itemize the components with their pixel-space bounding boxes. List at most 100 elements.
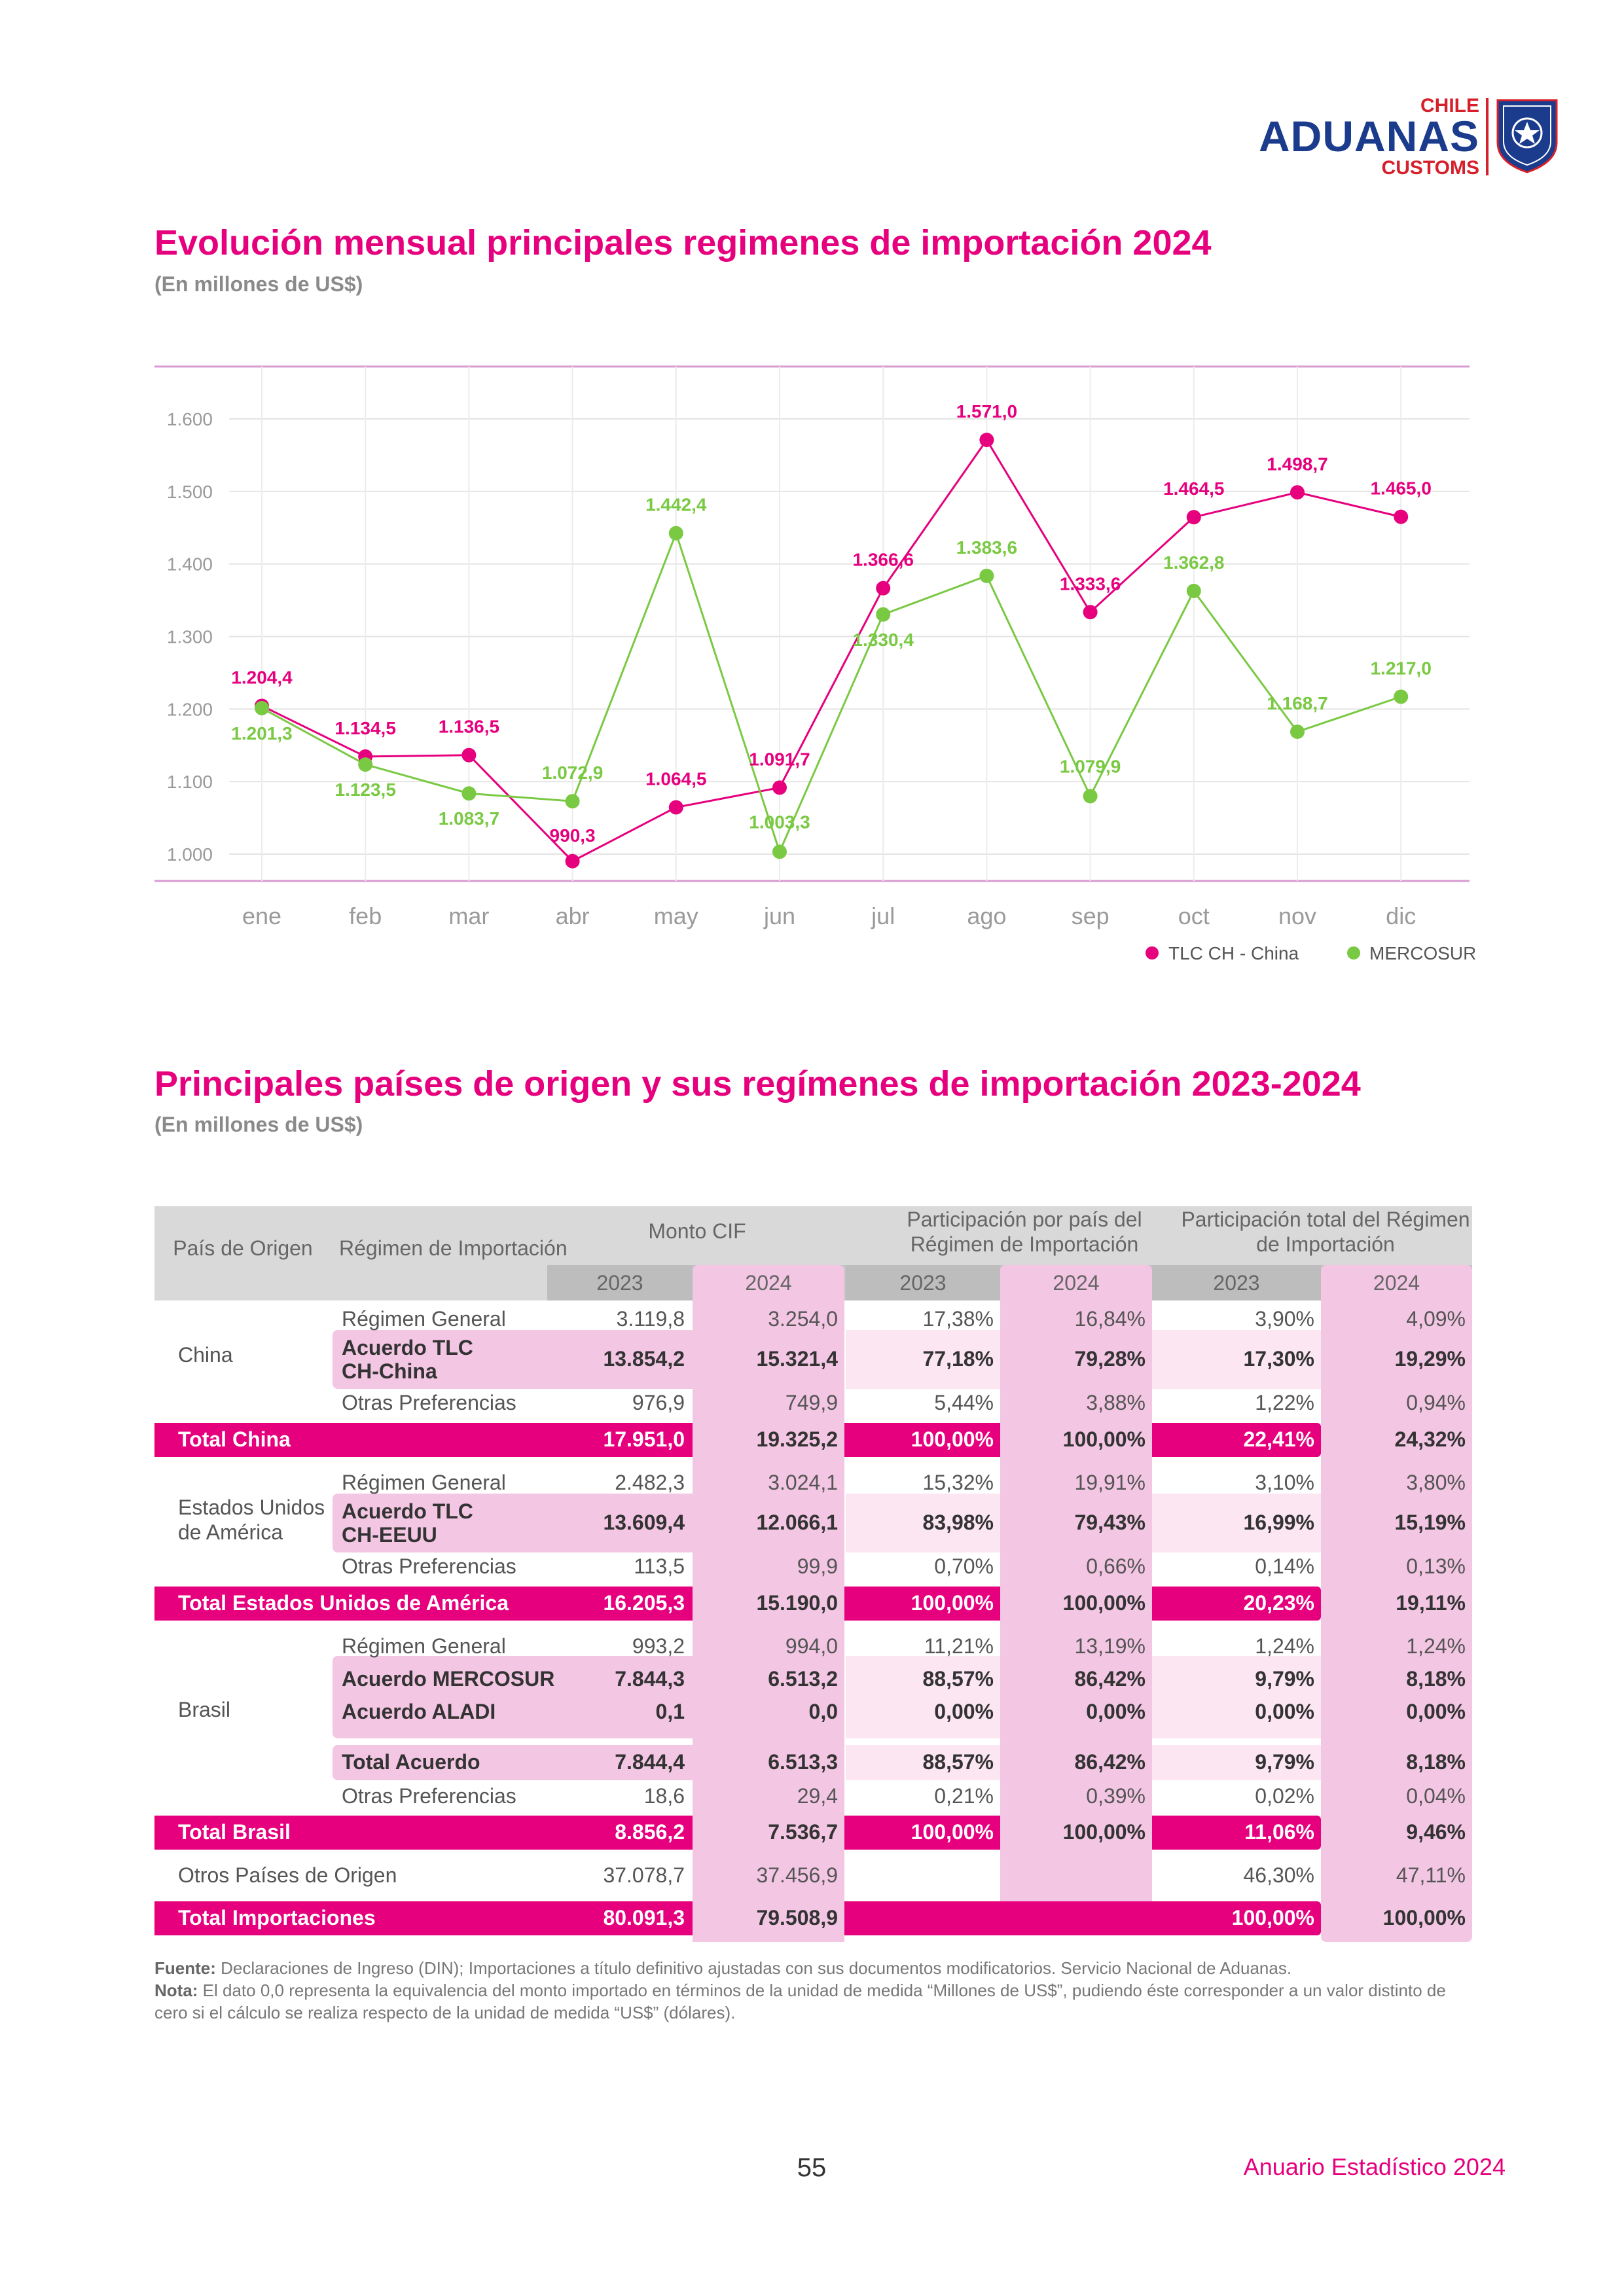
table-cell: 100,00% xyxy=(911,1591,994,1615)
table-cell: 79,43% xyxy=(1074,1511,1146,1534)
mercosur-data-label: 1.083,7 xyxy=(439,808,499,829)
table-cell: 3,90% xyxy=(1255,1307,1314,1331)
table-cell: 17,38% xyxy=(922,1307,994,1331)
header-regimen: Régimen de Importación xyxy=(339,1236,568,1260)
table-cell: 83,98% xyxy=(922,1511,994,1534)
table-cell: 0,39% xyxy=(1086,1784,1146,1808)
note-nota: Nota: El dato 0,0 representa la equivale… xyxy=(154,1981,1446,2022)
x-tick-label: feb xyxy=(349,903,382,929)
mercosur-data-label: 1.201,3 xyxy=(231,723,292,744)
tlc-china-point xyxy=(565,853,580,869)
table-cell: 7.536,7 xyxy=(768,1820,838,1844)
table-cell: 11,06% xyxy=(1244,1820,1314,1844)
table-cell: 3,10% xyxy=(1255,1471,1314,1494)
table-cell: 16.205,3 xyxy=(603,1591,685,1615)
x-tick-label: ago xyxy=(967,903,1006,929)
table-cell: 113,5 xyxy=(634,1554,685,1578)
table-cell: 993,2 xyxy=(632,1634,685,1658)
table-cell: 8,18% xyxy=(1406,1667,1466,1691)
table-cell: 16,99% xyxy=(1243,1511,1314,1534)
header-2024-part-total: 2024 xyxy=(1373,1271,1420,1295)
tlc-china-data-label: 1.498,7 xyxy=(1267,454,1327,474)
total-row-label: Total China xyxy=(178,1427,291,1451)
legend-label-mercosur: MERCOSUR xyxy=(1369,943,1476,963)
regimen-label: Otros Países de Origen xyxy=(178,1863,397,1887)
table-cell: 0,00% xyxy=(1255,1700,1314,1723)
mercosur-data-label: 1.079,9 xyxy=(1060,756,1121,776)
chart-subtitle: (En millones de US$) xyxy=(154,272,363,296)
tlc-china-data-label: 1.465,0 xyxy=(1370,478,1431,499)
table-cell: 8,18% xyxy=(1406,1750,1466,1774)
logo-chile-text: CHILE xyxy=(1420,95,1479,117)
mercosur-data-label: 1.442,4 xyxy=(645,495,707,515)
table-cell: 9,46% xyxy=(1406,1820,1466,1844)
mercosur-point xyxy=(255,700,269,715)
table-title: Principales países de origen y sus regím… xyxy=(154,1064,1361,1103)
table-cell: 3.254,0 xyxy=(768,1307,838,1331)
table-cell: 6.513,3 xyxy=(768,1750,838,1774)
regimen-label: Régimen General xyxy=(342,1471,506,1494)
line-chart: 1.000 1.100 1.200 1.300 1.400 1.500 1.600 ene f… xyxy=(154,365,1476,963)
table-cell: 37.456,9 xyxy=(756,1863,838,1887)
table-cell: 19,91% xyxy=(1074,1471,1146,1494)
header-2023-part-total: 2023 xyxy=(1213,1271,1260,1295)
table-cell: 16,84% xyxy=(1074,1307,1146,1331)
table-cell: 0,13% xyxy=(1406,1554,1466,1578)
table-cell: 749,9 xyxy=(785,1391,838,1414)
header-pais: País de Origen xyxy=(173,1236,313,1260)
mercosur-point xyxy=(876,607,891,622)
highlight-total-acuerdo xyxy=(333,1745,693,1780)
y-tick-label: 1.200 xyxy=(167,699,213,719)
regimen-label: Acuerdo TLC CH-EEUU xyxy=(342,1499,473,1547)
table-cell: 80.091,3 xyxy=(603,1906,685,1929)
table-cell: 17,30% xyxy=(1243,1347,1314,1371)
table-cell: 100,00% xyxy=(1062,1427,1146,1451)
table-cell: 100,00% xyxy=(1382,1906,1466,1929)
table-cell: 100,00% xyxy=(1062,1820,1146,1844)
table-cell: 22,41% xyxy=(1243,1427,1314,1451)
publication-title: Anuario Estadístico 2024 xyxy=(1243,2153,1506,2180)
mercosur-point xyxy=(979,568,994,583)
table-cell: 0,70% xyxy=(934,1554,994,1578)
y-tick-label: 1.500 xyxy=(167,482,213,502)
regimen-label: Otras Preferencias xyxy=(342,1784,516,1808)
y-tick-label: 1.100 xyxy=(167,772,213,792)
tlc-china-point xyxy=(772,780,787,795)
tlc-china-point xyxy=(1394,509,1409,524)
tlc-china-data-label: 1.204,4 xyxy=(231,667,293,687)
tlc-china-point xyxy=(1290,485,1305,500)
table-cell: 88,57% xyxy=(922,1667,994,1691)
table-cell: 13.854,2 xyxy=(603,1347,685,1371)
table-cell: 46,30% xyxy=(1243,1863,1314,1887)
mercosur-data-label: 1.362,8 xyxy=(1163,552,1224,573)
regimen-label: Otras Preferencias xyxy=(342,1554,516,1578)
table-cell: 37.078,7 xyxy=(603,1863,685,1887)
page-number: 55 xyxy=(797,2153,827,2182)
x-tick-label: mar xyxy=(448,903,489,929)
table-cell: 9,79% xyxy=(1255,1667,1314,1691)
table-cell: 86,42% xyxy=(1074,1750,1146,1774)
table-cell: 20,23% xyxy=(1243,1591,1314,1615)
table-cell: 100,00% xyxy=(1231,1906,1314,1929)
table-cell: 8.856,2 xyxy=(615,1820,685,1844)
tlc-china-data-label: 1.464,5 xyxy=(1163,478,1224,499)
table-cell: 19,11% xyxy=(1396,1591,1466,1615)
y-tick-label: 1.400 xyxy=(167,554,213,575)
total-row-label: Total Estados Unidos de América xyxy=(178,1591,509,1615)
tlc-china-data-label: 1.571,0 xyxy=(956,401,1017,422)
table-cell: 86,42% xyxy=(1074,1667,1146,1691)
regimen-label: Acuerdo ALADI xyxy=(342,1700,496,1723)
table-cell: 100,00% xyxy=(911,1820,994,1844)
table-cell: 976,9 xyxy=(632,1391,685,1414)
y-tick-label: 1.300 xyxy=(167,627,213,647)
table-cell: 18,6 xyxy=(643,1784,685,1808)
country-eeuu: Estados Unidos de América xyxy=(178,1496,325,1544)
table-cell: 0,02% xyxy=(1255,1784,1314,1808)
header-part-pais: Participación por país del Régimen de Im… xyxy=(907,1208,1142,1256)
mercosur-data-label: 1.123,5 xyxy=(334,780,395,800)
highlight-acuerdo-brasil xyxy=(333,1656,693,1738)
logo-divider xyxy=(1486,98,1489,175)
table-subtitle: (En millones de US$) xyxy=(154,1113,363,1136)
table-cell: 0,00% xyxy=(1406,1700,1466,1723)
table-cell: 3.119,8 xyxy=(616,1307,685,1331)
